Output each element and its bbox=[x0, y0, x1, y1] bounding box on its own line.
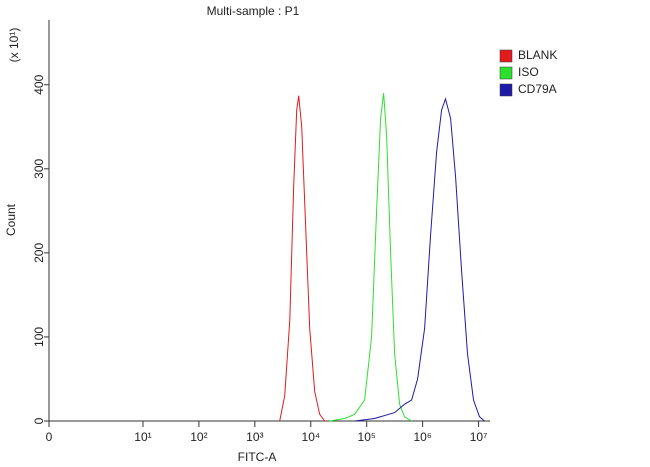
y-tick-label: 0 bbox=[32, 417, 46, 424]
x-tick-label: 10³ bbox=[246, 430, 263, 444]
histogram-line bbox=[279, 95, 326, 422]
y-tick-label: 400 bbox=[32, 74, 46, 94]
y-multiplier: (x 10¹) bbox=[7, 28, 21, 63]
chart-title: Multi-sample : P1 bbox=[207, 4, 300, 18]
y-tick-label: 300 bbox=[32, 158, 46, 178]
x-tick-label: 10⁷ bbox=[470, 430, 488, 444]
legend-label: BLANK bbox=[518, 48, 557, 62]
x-tick-label: 10¹ bbox=[134, 430, 151, 444]
x-tick-label: 10⁴ bbox=[302, 430, 321, 444]
legend-swatch bbox=[499, 49, 513, 63]
x-axis-label: FITC-A bbox=[238, 450, 277, 464]
histogram-line bbox=[354, 97, 485, 422]
y-tick-label: 200 bbox=[32, 243, 46, 263]
legend-swatch bbox=[499, 83, 513, 97]
y-tick-label: 100 bbox=[32, 327, 46, 347]
x-tick-label: 10² bbox=[190, 430, 207, 444]
y-axis-label: Count bbox=[4, 203, 18, 236]
legend-label: ISO bbox=[518, 65, 539, 79]
x-tick-label: 0 bbox=[46, 430, 53, 444]
histogram-line bbox=[329, 93, 412, 422]
legend-label: CD79A bbox=[518, 82, 557, 96]
legend-swatch bbox=[499, 66, 513, 80]
x-tick-label: 10⁶ bbox=[413, 430, 431, 444]
x-tick-label: 10⁵ bbox=[358, 430, 376, 444]
